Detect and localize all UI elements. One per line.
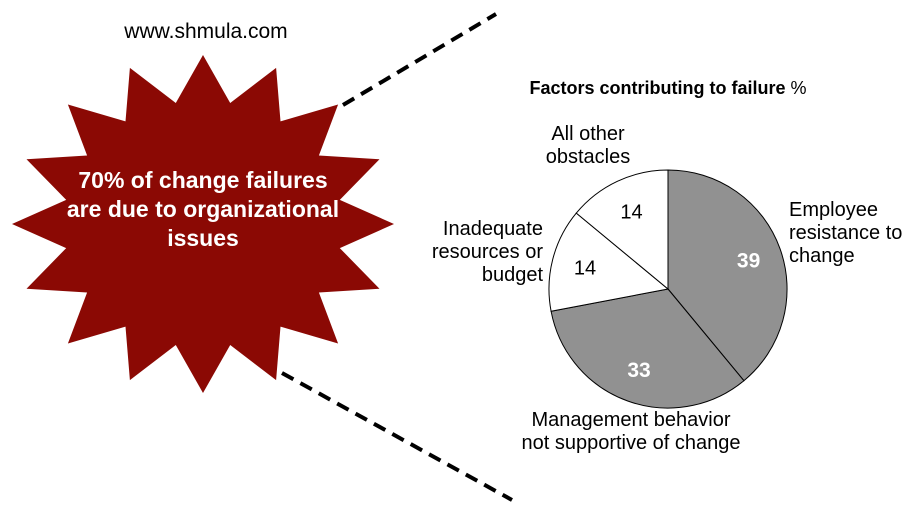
pie-category-label-line: obstacles (545, 146, 631, 168)
pie-category-label-line: change (789, 245, 855, 267)
pie-category-label-line: resistance to (789, 222, 903, 244)
pie-category-label-4: All other obstacles (533, 123, 643, 169)
pie-slice-3 (548, 212, 670, 312)
callout-connector-line-2 (281, 371, 513, 502)
pie-category-label-1: Employee resistance to change (789, 199, 913, 268)
callout-connector-line-1 (341, 12, 498, 107)
watermark-url: www.shmula.com (124, 20, 288, 43)
callout-line-3: issues (167, 225, 239, 251)
pie-value-label-1: 39 (737, 249, 760, 272)
starburst-shape (12, 55, 394, 393)
pie-slice-4 (575, 169, 669, 291)
pie-value-label-3: 14 (574, 258, 596, 280)
pie-value-label-4: 14 (620, 202, 642, 224)
pie-value-label-2: 33 (627, 359, 650, 382)
callout-text: 70% of change failures are due to organi… (55, 166, 351, 253)
pie-category-label-3: Inadequate resources or budget (427, 218, 543, 287)
pie-category-label-2: Management behavior not supportive of cha… (506, 409, 756, 455)
chart-title-text: Factors contributing to failure (529, 78, 786, 98)
chart-title: Factors contributing to failure% (468, 78, 868, 99)
chart-title-units: % (790, 78, 807, 98)
pie-category-label-line: Employee (789, 199, 878, 221)
pie-category-label-line: budget (481, 264, 543, 286)
callout-line-1: 70% of change failures (78, 167, 328, 193)
pie-slice-1 (667, 169, 788, 382)
pie-category-label-line: Management behavior (531, 409, 731, 431)
pie-category-label-line: not supportive of change (521, 432, 741, 454)
pie-category-label-line: resources or (431, 241, 543, 263)
pie-category-label-line: Inadequate (442, 218, 543, 240)
callout-line-2: are due to organizational (66, 196, 340, 222)
pie-slice-2 (550, 288, 745, 409)
pie-category-label-line: All other (551, 123, 625, 145)
